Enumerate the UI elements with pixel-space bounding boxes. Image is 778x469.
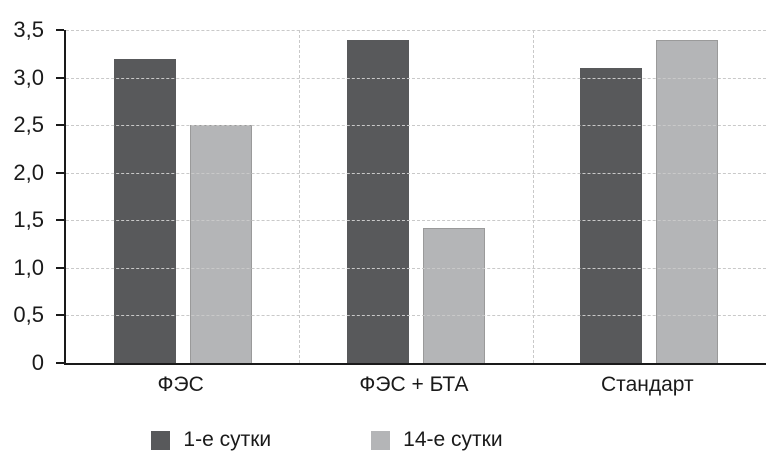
y-axis-tick-label: 0,5 bbox=[13, 302, 44, 328]
y-axis-tick-label: 1,0 bbox=[13, 254, 44, 280]
y-axis-tick-mark bbox=[56, 219, 64, 222]
y-axis-tick-mark bbox=[56, 266, 64, 269]
legend-swatch bbox=[371, 430, 391, 450]
y-axis-tick-mark bbox=[56, 76, 64, 79]
plot-area bbox=[56, 29, 766, 365]
bar-group-c2 bbox=[533, 30, 766, 363]
bar-group-c0 bbox=[66, 30, 299, 363]
x-axis-label: ФЭС bbox=[157, 373, 204, 396]
y-axis-tick-mark bbox=[56, 362, 64, 364]
bar-s0-c1 bbox=[346, 39, 409, 363]
legend-item-s0: 1-е сутки bbox=[151, 428, 271, 452]
bar-s0-c0 bbox=[113, 58, 176, 363]
y-axis-tick-mark bbox=[56, 171, 64, 174]
y-axis-tick-label: 3,0 bbox=[13, 64, 44, 90]
bar-s1-c1 bbox=[422, 227, 485, 363]
x-axis-label: ФЭС + БТА bbox=[359, 373, 469, 396]
horizontal-gridline bbox=[66, 77, 766, 79]
y-axis-tick-mark bbox=[56, 29, 64, 31]
bar-s1-c0 bbox=[189, 125, 252, 363]
bar-s0-c2 bbox=[580, 68, 643, 363]
x-axis: ФЭС ФЭС + БТА Стандарт bbox=[64, 372, 764, 397]
y-axis-tick-label: 3,5 bbox=[13, 17, 44, 42]
legend-item-s1: 14-е сутки bbox=[371, 428, 503, 452]
y-axis-tick-label: 1,5 bbox=[13, 207, 44, 233]
y-axis-tick-label: 0 bbox=[31, 350, 44, 375]
legend: 1-е сутки 14-е сутки bbox=[0, 428, 716, 452]
y-axis: 0 0,5 1,0 1,5 2,0 2,5 3,0 3,5 bbox=[0, 19, 52, 374]
horizontal-gridline bbox=[66, 267, 766, 269]
y-axis-tick-label: 2,5 bbox=[13, 112, 44, 138]
y-axis-tick-label: 2,0 bbox=[13, 159, 44, 185]
horizontal-gridline bbox=[66, 30, 766, 31]
horizontal-gridline bbox=[66, 220, 766, 222]
vertical-gridline bbox=[299, 30, 301, 363]
x-axis-label: Стандарт bbox=[601, 373, 694, 396]
legend-swatch bbox=[151, 430, 171, 450]
legend-label: 1-е сутки bbox=[183, 428, 272, 451]
bar-group-c1 bbox=[299, 30, 532, 363]
y-axis-tick-mark bbox=[56, 124, 64, 127]
bar-s1-c2 bbox=[656, 39, 719, 363]
vertical-gridline bbox=[532, 30, 534, 363]
horizontal-gridline bbox=[66, 125, 766, 127]
horizontal-gridline bbox=[66, 172, 766, 174]
bar-groups bbox=[66, 30, 766, 363]
y-axis-tick-mark bbox=[56, 314, 64, 317]
legend-label: 14-е сутки bbox=[403, 428, 503, 451]
horizontal-gridline bbox=[66, 315, 766, 317]
